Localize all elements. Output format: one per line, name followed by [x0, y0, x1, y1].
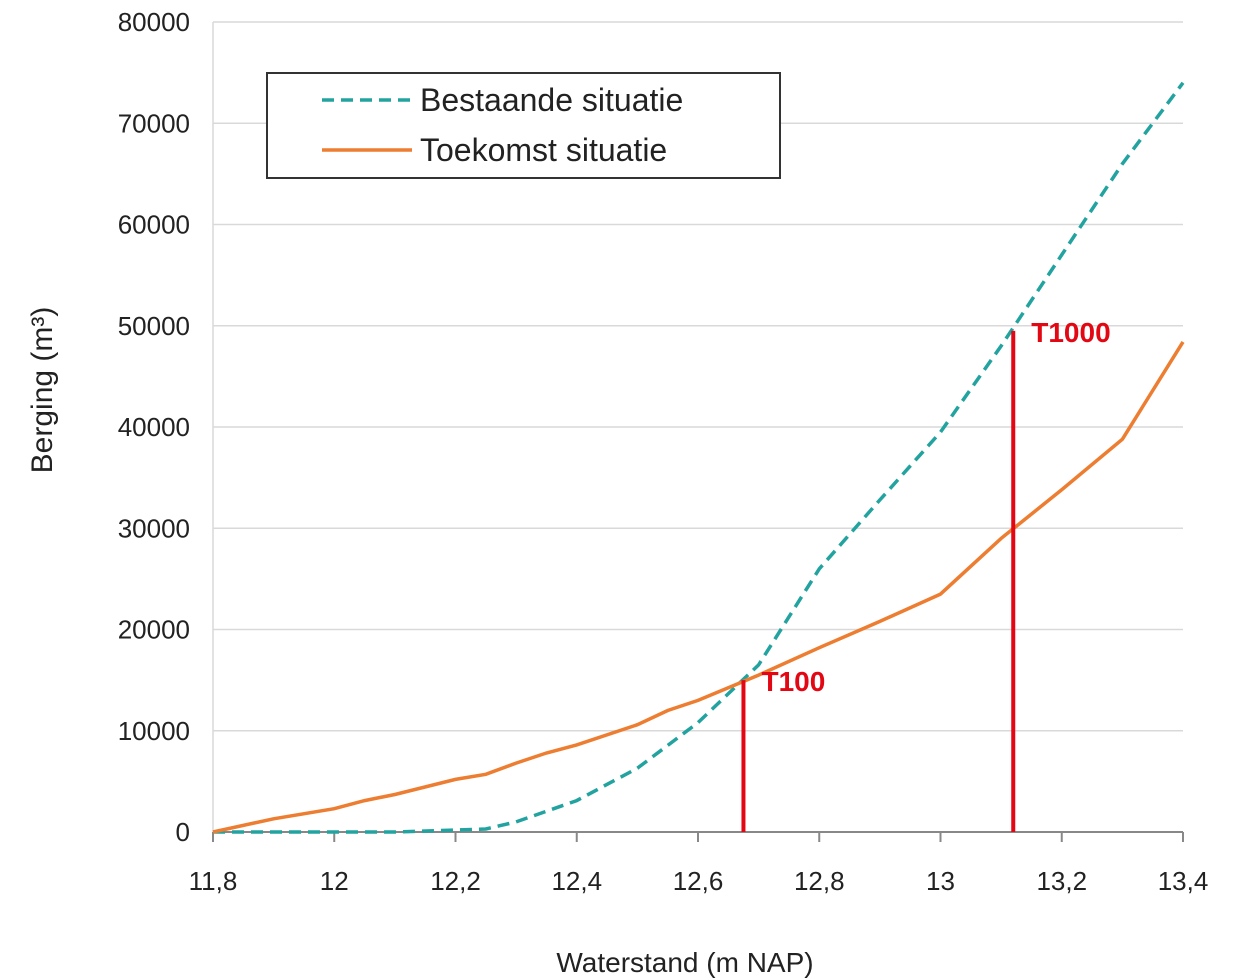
- x-tick-label: 12,4: [551, 866, 602, 896]
- x-tick-label: 13: [926, 866, 955, 896]
- x-tick-label: 13,2: [1036, 866, 1087, 896]
- y-tick-label: 50000: [118, 311, 190, 341]
- x-tick-label: 12,6: [673, 866, 724, 896]
- x-axis-title: Waterstand (m NAP): [556, 947, 813, 978]
- legend-label: Toekomst situatie: [420, 132, 667, 168]
- x-tick-label: 12,8: [794, 866, 845, 896]
- legend-box: [266, 72, 781, 179]
- legend-label: Bestaande situatie: [420, 82, 683, 118]
- y-tick-label: 70000: [118, 108, 190, 138]
- x-tick-label: 12: [320, 866, 349, 896]
- y-tick-label: 20000: [118, 615, 190, 645]
- legend: Bestaande situatie Toekomst situatie: [266, 72, 781, 179]
- y-axis-title: Berging (m³): [26, 307, 59, 474]
- annotation-label: T1000: [1031, 317, 1110, 348]
- y-tick-label: 60000: [118, 210, 190, 240]
- series-line: [213, 81, 1185, 834]
- y-tick-label: 30000: [118, 513, 190, 543]
- annotation-label: T100: [761, 666, 825, 697]
- y-tick-label: 40000: [118, 412, 190, 442]
- x-tick-label: 13,4: [1158, 866, 1209, 896]
- y-tick-label: 80000: [118, 7, 190, 37]
- series-line: [212, 340, 1185, 834]
- x-tick-label: 12,2: [430, 866, 481, 896]
- y-tick-label: 0: [176, 817, 190, 847]
- y-tick-label: 10000: [118, 716, 190, 746]
- x-tick-label: 11,8: [189, 866, 238, 896]
